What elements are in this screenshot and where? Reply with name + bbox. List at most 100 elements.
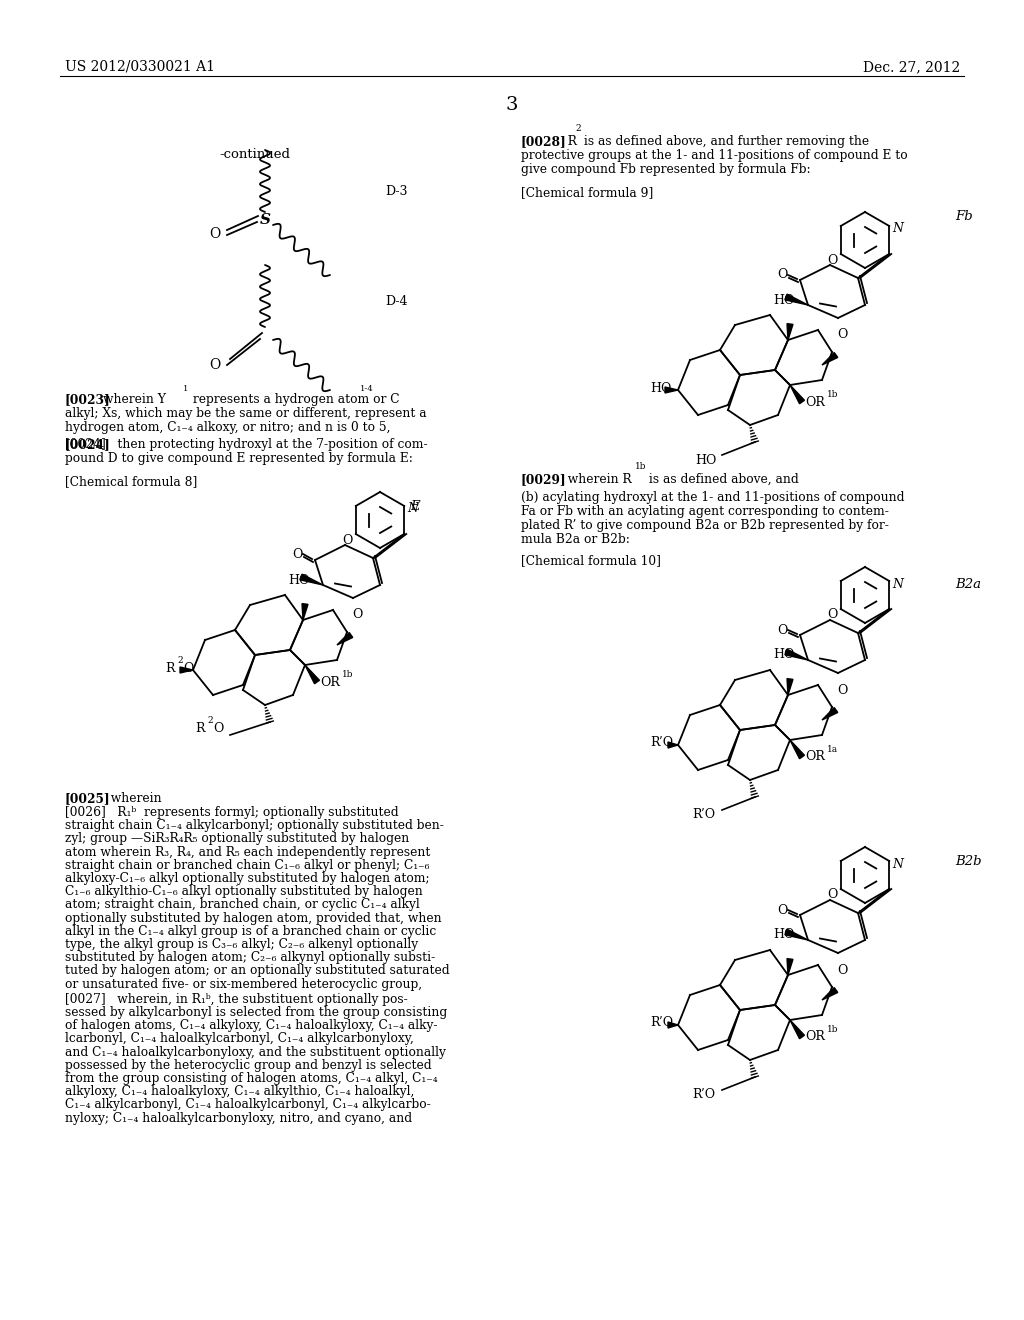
Text: O: O xyxy=(837,964,847,977)
Text: [Chemical formula 8]: [Chemical formula 8] xyxy=(65,475,198,488)
Text: O: O xyxy=(342,533,352,546)
Polygon shape xyxy=(305,665,319,684)
Text: from the group consisting of halogen atoms, C₁₋₄ alkyl, C₁₋₄: from the group consisting of halogen ato… xyxy=(65,1072,437,1085)
Text: O: O xyxy=(183,661,194,675)
Text: O: O xyxy=(292,549,302,561)
Text: HO: HO xyxy=(695,454,717,466)
Text: O: O xyxy=(777,268,787,281)
Text: D-4: D-4 xyxy=(385,294,408,308)
Polygon shape xyxy=(790,385,805,404)
Text: [Chemical formula 10]: [Chemical formula 10] xyxy=(521,554,660,568)
Text: alkyloxy, C₁₋₄ haloalkyloxy, C₁₋₄ alkylthio, C₁₋₄ haloalkyl,: alkyloxy, C₁₋₄ haloalkyloxy, C₁₋₄ alkylt… xyxy=(65,1085,415,1098)
Polygon shape xyxy=(337,632,352,645)
Text: lcarbonyl, C₁₋₄ haloalkylcarbonyl, C₁₋₄ alkylcarbonyloxy,: lcarbonyl, C₁₋₄ haloalkylcarbonyl, C₁₋₄ … xyxy=(65,1032,414,1045)
Text: or unsaturated five- or six-membered heterocyclic group,: or unsaturated five- or six-membered het… xyxy=(65,978,422,990)
Text: HO: HO xyxy=(288,573,309,586)
Text: 1-4: 1-4 xyxy=(360,385,374,393)
Text: O: O xyxy=(837,329,847,342)
Text: [0023]: [0023] xyxy=(65,393,111,407)
Text: O: O xyxy=(826,609,838,622)
Text: Fa or Fb with an acylating agent corresponding to contem-: Fa or Fb with an acylating agent corresp… xyxy=(521,506,889,517)
Polygon shape xyxy=(785,929,808,940)
Text: O: O xyxy=(826,888,838,902)
Text: US 2012/0330021 A1: US 2012/0330021 A1 xyxy=(65,59,215,74)
Text: S: S xyxy=(259,213,270,227)
Polygon shape xyxy=(790,741,805,759)
Text: R: R xyxy=(165,661,174,675)
Polygon shape xyxy=(668,742,678,748)
Text: HO: HO xyxy=(650,381,672,395)
Text: R’O: R’O xyxy=(692,808,715,821)
Text: O: O xyxy=(213,722,223,734)
Text: sessed by alkylcarbonyl is selected from the group consisting: sessed by alkylcarbonyl is selected from… xyxy=(65,1006,447,1019)
Text: type, the alkyl group is C₃₋₆ alkyl; C₂₋₆ alkenyl optionally: type, the alkyl group is C₃₋₆ alkyl; C₂₋… xyxy=(65,939,418,950)
Text: tuted by halogen atom; or an optionally substituted saturated: tuted by halogen atom; or an optionally … xyxy=(65,965,450,977)
Text: HO: HO xyxy=(773,293,795,306)
Text: and C₁₋₄ haloalkylcarbonyloxy, and the substituent optionally: and C₁₋₄ haloalkylcarbonyloxy, and the s… xyxy=(65,1045,445,1059)
Text: R’O: R’O xyxy=(650,737,673,750)
Text: N: N xyxy=(892,858,903,870)
Text: R: R xyxy=(560,135,577,148)
Text: 1b: 1b xyxy=(827,1026,839,1034)
Polygon shape xyxy=(790,1020,805,1039)
Text: D-3: D-3 xyxy=(385,185,408,198)
Text: O: O xyxy=(837,684,847,697)
Text: represents a hydrogen atom or C: represents a hydrogen atom or C xyxy=(189,393,399,407)
Text: mula B2a or B2b:: mula B2a or B2b: xyxy=(521,533,630,546)
Text: is as defined above, and further removing the: is as defined above, and further removin… xyxy=(580,135,869,148)
Polygon shape xyxy=(787,678,793,696)
Text: 1b: 1b xyxy=(827,389,839,399)
Text: 1b: 1b xyxy=(635,462,646,471)
Polygon shape xyxy=(822,987,838,1001)
Text: pound D to give compound E represented by formula E:: pound D to give compound E represented b… xyxy=(65,451,413,465)
Text: R’O: R’O xyxy=(650,1016,673,1030)
Text: E: E xyxy=(410,500,420,513)
Text: alkyl in the C₁₋₄ alkyl group is of a branched chain or cyclic: alkyl in the C₁₋₄ alkyl group is of a br… xyxy=(65,925,436,937)
Text: [0024]   then protecting hydroxyl at the 7-position of com-: [0024] then protecting hydroxyl at the 7… xyxy=(65,438,428,451)
Polygon shape xyxy=(787,958,793,975)
Text: nyloxy; C₁₋₄ haloalkylcarbonyloxy, nitro, and cyano, and: nyloxy; C₁₋₄ haloalkylcarbonyloxy, nitro… xyxy=(65,1111,412,1125)
Text: O: O xyxy=(352,609,362,622)
Text: C₁₋₄ alkylcarbonyl, C₁₋₄ haloalkylcarbonyl, C₁₋₄ alkylcarbo-: C₁₋₄ alkylcarbonyl, C₁₋₄ haloalkylcarbon… xyxy=(65,1098,431,1111)
Text: B2b: B2b xyxy=(955,855,982,869)
Text: [0026]   R₁ᵇ  represents formyl; optionally substituted: [0026] R₁ᵇ represents formyl; optionally… xyxy=(65,807,398,818)
Text: atom; straight chain, branched chain, or cyclic C₁₋₄ alkyl: atom; straight chain, branched chain, or… xyxy=(65,899,420,911)
Polygon shape xyxy=(668,1022,678,1028)
Text: O: O xyxy=(777,623,787,636)
Text: (b) acylating hydroxyl at the 1- and 11-positions of compound: (b) acylating hydroxyl at the 1- and 11-… xyxy=(521,491,904,504)
Text: Fb: Fb xyxy=(955,210,973,223)
Text: -continued: -continued xyxy=(219,148,291,161)
Text: wherein Y: wherein Y xyxy=(103,393,166,407)
Text: plated R’ to give compound B2a or B2b represented by for-: plated R’ to give compound B2a or B2b re… xyxy=(521,519,889,532)
Text: atom wherein R₃, R₄, and R₅ each independently represent: atom wherein R₃, R₄, and R₅ each indepen… xyxy=(65,846,430,858)
Polygon shape xyxy=(785,649,808,660)
Text: C₁₋₆ alkylthio-C₁₋₆ alkyl optionally substituted by halogen: C₁₋₆ alkylthio-C₁₋₆ alkyl optionally sub… xyxy=(65,886,423,898)
Text: OR: OR xyxy=(805,1031,825,1044)
Polygon shape xyxy=(822,352,838,366)
Text: [0029]: [0029] xyxy=(521,473,566,486)
Text: is as defined above, and: is as defined above, and xyxy=(645,473,799,486)
Text: O: O xyxy=(826,253,838,267)
Text: zyl; group —SiR₃R₄R₅ optionally substituted by halogen: zyl; group —SiR₃R₄R₅ optionally substitu… xyxy=(65,833,410,845)
Text: 2: 2 xyxy=(207,715,213,725)
Text: 1a: 1a xyxy=(827,744,838,754)
Text: N: N xyxy=(892,578,903,590)
Text: hydrogen atom, C₁₋₄ alkoxy, or nitro; and n is 0 to 5,: hydrogen atom, C₁₋₄ alkoxy, or nitro; an… xyxy=(65,421,390,434)
Text: OR: OR xyxy=(805,751,825,763)
Text: optionally substituted by halogen atom, provided that, when: optionally substituted by halogen atom, … xyxy=(65,912,441,924)
Text: substituted by halogen atom; C₂₋₆ alkynyl optionally substi-: substituted by halogen atom; C₂₋₆ alkyny… xyxy=(65,952,435,964)
Text: [0027]   wherein, in R₁ᵇ, the substituent optionally pos-: [0027] wherein, in R₁ᵇ, the substituent … xyxy=(65,993,408,1006)
Polygon shape xyxy=(300,574,323,585)
Text: R: R xyxy=(195,722,205,734)
Text: possessed by the heterocyclic group and benzyl is selected: possessed by the heterocyclic group and … xyxy=(65,1059,432,1072)
Text: 1b: 1b xyxy=(342,671,353,678)
Text: [0028]: [0028] xyxy=(521,135,566,148)
Text: N: N xyxy=(892,223,903,235)
Text: wherein: wherein xyxy=(103,792,162,805)
Text: 1: 1 xyxy=(183,385,188,393)
Text: alkyloxy-C₁₋₆ alkyl optionally substituted by halogen atom;: alkyloxy-C₁₋₆ alkyl optionally substitut… xyxy=(65,873,430,884)
Polygon shape xyxy=(787,323,793,341)
Text: HO: HO xyxy=(773,928,795,941)
Text: protective groups at the 1- and 11-positions of compound E to: protective groups at the 1- and 11-posit… xyxy=(521,149,907,162)
Text: 2: 2 xyxy=(177,656,182,665)
